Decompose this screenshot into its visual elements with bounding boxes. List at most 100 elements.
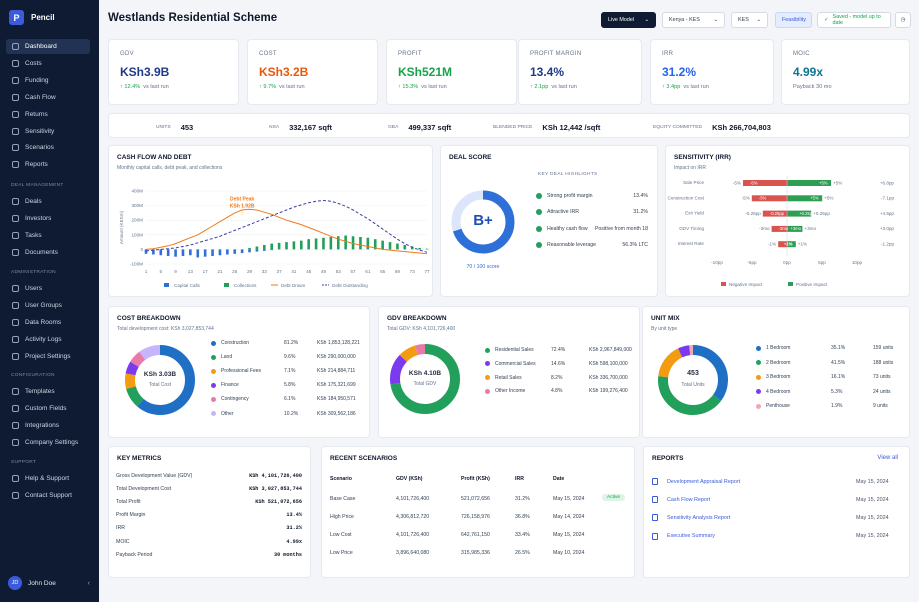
- highlight-item: Reasonable leverage 56.3% LTC: [536, 241, 648, 248]
- legend-pct: 72.4%: [551, 347, 566, 353]
- kpi-delta-value: ↑ 2.1pp: [530, 84, 549, 90]
- summary-item: BLENDED PRICE KSh 12,442 /sqft: [493, 123, 600, 132]
- nav-item-company-settings[interactable]: Company Settings: [6, 435, 90, 450]
- nav-item-integrations[interactable]: Integrations: [6, 418, 90, 433]
- integrations-icon: [12, 421, 19, 429]
- nav-item-deals[interactable]: Deals: [6, 194, 90, 209]
- legend-item: Debt Drawn: [271, 283, 306, 288]
- bar-capital-calls: [144, 249, 148, 254]
- history-button[interactable]: ◷: [895, 12, 911, 28]
- y-tick-label: 100M: [132, 232, 144, 237]
- legend-value: KSh 336,700,000: [589, 374, 628, 381]
- legend-row: Residential Sales 72.4% KSh 2,967,849,000: [485, 347, 632, 353]
- x-tick-label: 33: [262, 269, 268, 274]
- app-logo[interactable]: P Pencil: [9, 10, 55, 25]
- sensitivity-row: Interest Rate -1%+1%-1% +1% -1.2pp: [678, 241, 894, 248]
- legend-row: 2 Bedroom 41.5% 188 units: [756, 360, 893, 366]
- check-circle-icon: [536, 241, 542, 248]
- legend-label: Contingency: [221, 396, 249, 403]
- scenarios-card: RECENT SCENARIOS: [321, 446, 635, 578]
- legend-row: Finance 5.8% KSh 175,321,699: [211, 382, 356, 388]
- nav-item-returns[interactable]: Returns: [6, 107, 90, 122]
- score-gauge: [451, 190, 515, 254]
- nav-item-tasks[interactable]: Tasks: [6, 228, 90, 243]
- report-item[interactable]: Executive Summary May 15, 2024: [652, 532, 906, 540]
- nav-item-dashboard[interactable]: Dashboard: [6, 39, 90, 54]
- bar-capital-calls: [270, 249, 274, 251]
- nav-item-users[interactable]: Users: [6, 281, 90, 296]
- sensitivity-row: GDV Timing -3mo +3mo-3mo +3mo +3.0pp: [679, 225, 894, 232]
- currency-select[interactable]: KES ⌄: [731, 12, 768, 28]
- bar-negative-label: -1%: [785, 242, 793, 247]
- legend-swatch: [788, 282, 793, 286]
- legend-row: Penthouse 1.9% 9 units: [756, 403, 888, 409]
- nav-item-custom-fields[interactable]: Custom Fields: [6, 401, 90, 416]
- y-axis-label: Amount (KESm): [119, 210, 124, 244]
- nav-item-reports[interactable]: Reports: [6, 157, 90, 172]
- report-link[interactable]: Sensitivity Analysis Report: [667, 514, 731, 521]
- column-header: Scenario: [330, 476, 352, 482]
- nav-item-cash-flow[interactable]: Cash Flow: [6, 90, 90, 105]
- nav-item-investors[interactable]: Investors: [6, 211, 90, 226]
- nav-item-costs[interactable]: Costs: [6, 56, 90, 71]
- cost-breakdown-title: COST BREAKDOWN: [117, 315, 181, 322]
- chevron-left-icon[interactable]: ‹: [87, 579, 90, 587]
- legend-row: Land 9.6% KSh 290,000,000: [211, 354, 356, 360]
- cell-irr: 31.2%: [515, 496, 530, 502]
- x-tick-label: 17: [203, 269, 209, 274]
- region-select[interactable]: Kenya - KES ⌄: [662, 12, 725, 28]
- nav-item-contact-support[interactable]: Contact Support: [6, 488, 90, 503]
- nav-item-documents[interactable]: Documents: [6, 245, 90, 260]
- model-select[interactable]: Live Model ⌄: [601, 12, 656, 28]
- legend-value: KSh 2,967,849,000: [589, 347, 632, 353]
- metric-value: 31.2%: [286, 525, 302, 532]
- summary-label: BLENDED PRICE: [493, 125, 533, 130]
- kpi-note: vs last run: [143, 84, 169, 90]
- legend-pct: 6.1%: [284, 396, 296, 403]
- legend-swatch: [721, 282, 726, 286]
- annotation-debt-peak-value: KSh 1.92B: [230, 203, 255, 209]
- legend-label: Other: [221, 410, 234, 417]
- nav-item-templates[interactable]: Templates: [6, 384, 90, 399]
- nav-item-scenarios[interactable]: Scenarios: [6, 140, 90, 155]
- highlight-label: Healthy cash flow: [547, 225, 588, 232]
- kpi-value: KSh3.9B: [120, 65, 170, 79]
- kpi-delta: Payback 30 mo: [793, 84, 832, 90]
- y-tick-label: -100M: [130, 262, 143, 267]
- kpi-delta-value: ↑ 15.3%: [398, 84, 419, 90]
- bar-positive-label: +5%: [819, 180, 828, 185]
- bar-collections: [359, 236, 362, 250]
- legend-value: 24 units: [873, 388, 891, 395]
- tasks-icon: [12, 231, 19, 239]
- nav-item-user-groups[interactable]: User Groups: [6, 298, 90, 313]
- view-all-link[interactable]: View all: [877, 455, 898, 461]
- nav-item-activity-logs[interactable]: Activity Logs: [6, 332, 90, 347]
- kpi-value: 4.99x: [793, 65, 824, 79]
- report-item[interactable]: Sensitivity Analysis Report May 15, 2024: [652, 514, 906, 522]
- report-item[interactable]: Development Appraisal Report May 15, 2024: [652, 478, 906, 485]
- nav-item-funding[interactable]: Funding: [6, 73, 90, 88]
- nav-item-label: Documents: [25, 248, 58, 256]
- report-link[interactable]: Executive Summary: [667, 533, 715, 540]
- bar-negative-label: -5%: [759, 196, 767, 201]
- user-profile[interactable]: JD John Doe ‹: [8, 576, 90, 590]
- nav-item-help-support[interactable]: Help & Support: [6, 471, 90, 486]
- bar-collections: [336, 236, 340, 250]
- report-link[interactable]: Development Appraisal Report: [667, 478, 741, 485]
- nav-item-project-settings[interactable]: Project Settings: [6, 349, 90, 364]
- legend-row: Contingency 6.1% KSh 184,950,571: [211, 396, 356, 403]
- nav-item-data-rooms[interactable]: Data Rooms: [6, 315, 90, 330]
- bar-collections: [270, 243, 274, 250]
- feasibility-button[interactable]: Feasibility: [775, 12, 812, 28]
- nav-item-label: Activity Logs: [25, 335, 62, 343]
- documents-icon: [12, 248, 19, 256]
- deal-grade: B+: [473, 212, 493, 229]
- report-item[interactable]: Cash Flow Report May 15, 2024: [652, 496, 906, 504]
- legend-row: 4 Bedroom 5.3% 24 units: [756, 389, 891, 395]
- scenarios-title: RECENT SCENARIOS: [330, 455, 398, 462]
- kpi-label: MOIC: [793, 51, 810, 57]
- nav-section-label: SUPPORT: [11, 460, 37, 465]
- x-tick-label: 45: [306, 269, 312, 274]
- report-link[interactable]: Cash Flow Report: [667, 496, 711, 503]
- nav-item-sensitivity[interactable]: Sensitivity: [6, 124, 90, 139]
